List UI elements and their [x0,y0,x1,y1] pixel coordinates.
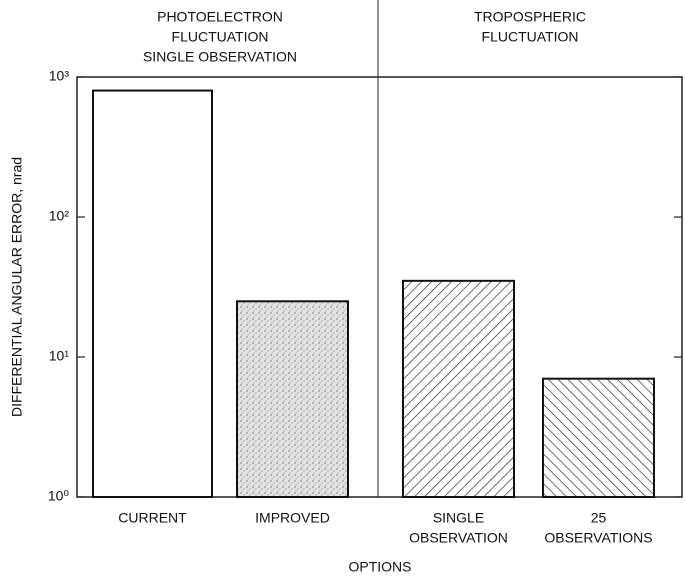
x-axis-label: OPTIONS [348,559,411,575]
bar [402,279,515,498]
y-axis-label: DIFFERENTIAL ANGULAR ERROR, nrad [9,157,25,417]
x-tick-label: IMPROVED [255,510,330,526]
y-tick-label: 10² [49,208,70,224]
plot-frame [76,76,683,498]
y-tick-label: 10¹ [49,348,70,364]
x-tick-label: OBSERVATION [409,530,508,546]
x-tick-label: OBSERVATIONS [544,530,652,546]
bar [92,89,213,498]
group-label: TROPOSPHERIC [474,9,586,25]
x-tick-label: SINGLE [433,510,484,526]
y-tick-label: 10³ [49,68,70,84]
y-tick-label: 10⁰ [48,488,70,504]
group-label: FLUCTUATION [482,29,579,45]
bar [542,377,655,499]
group-label: SINGLE OBSERVATION [143,49,297,65]
x-tick-label: 25 [591,510,607,526]
x-tick-label: CURRENT [118,510,187,526]
bar [236,300,349,498]
group-label: FLUCTUATION [172,29,269,45]
group-label: PHOTOELECTRON [157,9,283,25]
